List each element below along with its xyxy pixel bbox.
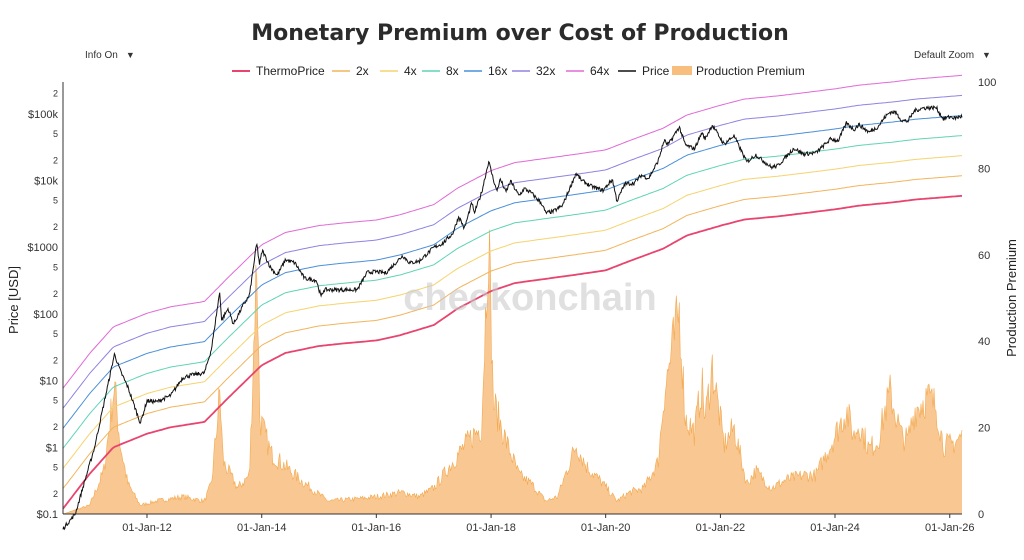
caret-down-icon: ▼ (125, 50, 135, 60)
y-tick-label: $1000 (27, 242, 58, 254)
y-minor-tick-label: 2 (53, 489, 58, 499)
band-line-8x (62, 135, 963, 449)
x-tick-label: 01-Jan-24 (810, 522, 860, 534)
x-tick-label: 01-Jan-14 (237, 522, 287, 534)
y-minor-tick-label: 5 (53, 196, 58, 206)
band-line-64x (62, 74, 963, 389)
y-tick-label: $0.1 (37, 509, 58, 521)
legend-label: 4x (404, 64, 417, 78)
info-toggle-label: Info On (85, 50, 118, 61)
y-minor-tick-label: 5 (53, 462, 58, 472)
y-minor-tick-label: 2 (53, 222, 58, 232)
legend-item-16x[interactable]: 16x (464, 64, 507, 78)
legend-item-2x[interactable]: 2x (332, 64, 369, 78)
y2-axis-title: Production Premium (1004, 239, 1019, 357)
legend-label: 8x (446, 64, 459, 78)
legend-item-thermoprice[interactable]: ThermoPrice (232, 64, 325, 78)
y2-tick-label: 100 (978, 77, 996, 89)
y2-tick-label: 80 (978, 163, 990, 175)
legend-item-32x[interactable]: 32x (512, 64, 555, 78)
legend-label: Production Premium (696, 64, 805, 78)
chart-title: Monetary Premium over Cost of Production (251, 21, 789, 46)
y-axis-right: 0 20 40 60 80 100 (978, 77, 996, 521)
legend-label: 16x (488, 64, 507, 78)
band-line-32x (62, 94, 963, 409)
legend-item-8x[interactable]: 8x (422, 64, 459, 78)
y-minor-tick-label: 2 (53, 289, 58, 299)
band-line-2x (62, 175, 963, 489)
y-axis-title: Price [USD] (6, 266, 21, 334)
zoom-select[interactable]: Default Zoom ▼ (914, 50, 991, 61)
price-layer (62, 105, 963, 531)
x-axis: 01-Jan-12 01-Jan-14 01-Jan-16 01-Jan-18 01-J… (63, 513, 975, 534)
x-tick-label: 01-Jan-26 (925, 522, 975, 534)
legend-label: 64x (590, 64, 609, 78)
info-toggle[interactable]: Info On ▼ (85, 50, 135, 61)
legend-label: 32x (536, 64, 555, 78)
y-tick-label: $10 (40, 376, 58, 388)
x-tick-label: 01-Jan-16 (352, 522, 402, 534)
legend[interactable]: ThermoPrice 2x 4x 8x 16x 32x 64x Price Productio… (232, 64, 805, 78)
legend-item-64x[interactable]: 64x (566, 64, 609, 78)
y-tick-label: $1 (46, 442, 58, 454)
production-premium-area (63, 229, 962, 514)
y2-tick-label: 0 (978, 509, 984, 521)
legend-item-production-premium[interactable]: Production Premium (672, 64, 805, 78)
price-line (62, 105, 963, 531)
x-tick-label: 01-Jan-18 (466, 522, 516, 534)
y-minor-tick-label: 5 (53, 262, 58, 272)
multiple-bands-layer (62, 74, 963, 510)
legend-label: Price (642, 64, 670, 78)
x-tick-label: 01-Jan-22 (696, 522, 746, 534)
y-tick-label: $100 (34, 309, 58, 321)
y-minor-tick-label: 2 (53, 422, 58, 432)
band-line-16x (62, 115, 963, 429)
y-minor-tick-label: 2 (53, 155, 58, 165)
band-line-4x (62, 155, 963, 469)
legend-item-4x[interactable]: 4x (380, 64, 417, 78)
y-minor-tick-label: 5 (53, 329, 58, 339)
production-premium-layer (62, 229, 963, 515)
watermark: checkonchain (403, 277, 656, 319)
y-axis-left: $0.1 2 5 $1 2 5 $10 2 5 $100 2 5 $1000 2 5 $10k 2 5 $100k 2 (27, 82, 64, 521)
x-tick-label: 01-Jan-12 (122, 522, 172, 534)
y2-tick-label: 20 (978, 423, 990, 435)
y-minor-tick-label: 2 (53, 356, 58, 366)
production-premium-outline (62, 229, 963, 515)
zoom-select-label: Default Zoom (914, 50, 975, 61)
y2-tick-label: 40 (978, 336, 990, 348)
legend-label: 2x (356, 64, 369, 78)
y-minor-tick-label: 5 (53, 396, 58, 406)
thermoprice-line (62, 194, 963, 510)
y2-tick-label: 60 (978, 250, 990, 262)
caret-down-icon: ▼ (982, 50, 991, 60)
y-tick-label: $100k (28, 109, 58, 121)
legend-label: ThermoPrice (256, 64, 325, 78)
y-tick-label: $10k (34, 176, 58, 188)
legend-swatch (672, 66, 692, 75)
y-minor-tick-label: 5 (53, 129, 58, 139)
legend-item-price[interactable]: Price (618, 64, 670, 78)
x-tick-label: 01-Jan-20 (581, 522, 631, 534)
y-minor-tick-label: 2 (53, 89, 58, 99)
